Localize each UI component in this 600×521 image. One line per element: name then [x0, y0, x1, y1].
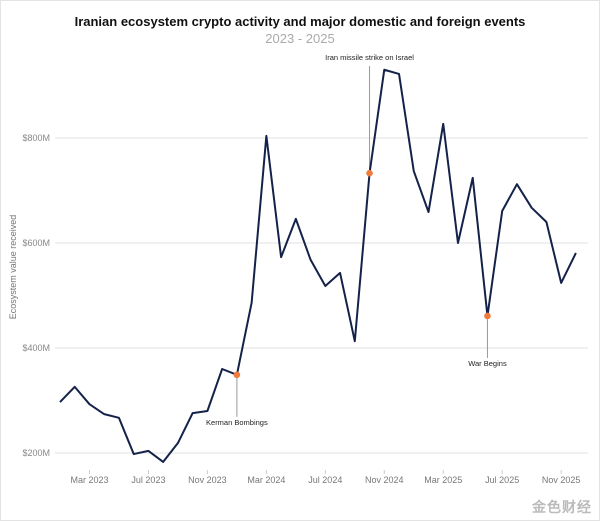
y-tick-label: $400M [22, 343, 50, 353]
y-tick-label: $600M [22, 238, 50, 248]
y-tick-label: $800M [22, 133, 50, 143]
annotation-marker [233, 371, 241, 379]
series-line [59, 68, 577, 463]
annotation-label: Iran missile strike on Israel [325, 53, 414, 62]
x-tick-label: Jul 2024 [308, 475, 342, 485]
annotation-label: War Begins [468, 359, 507, 368]
chart-title: Iranian ecosystem crypto activity and ma… [74, 14, 526, 29]
x-tick-label: Jul 2025 [485, 475, 519, 485]
annotation-marker [366, 169, 373, 177]
x-tick-label: Nov 2023 [188, 475, 227, 485]
x-tick-label: Mar 2023 [70, 475, 108, 485]
chart-subtitle: 2023 - 2025 [265, 31, 335, 46]
annotation-marker [484, 312, 491, 320]
x-tick-label: Mar 2025 [424, 475, 462, 485]
annotation-label: Kerman Bombings [206, 418, 268, 427]
x-tick-label: Mar 2024 [247, 475, 285, 485]
y-tick-label: $200M [22, 448, 50, 458]
x-tick-label: Nov 2024 [365, 475, 404, 485]
watermark-logo: 金色财经 [532, 499, 592, 515]
x-tick-label: Nov 2025 [542, 475, 581, 485]
x-tick-label: Jul 2023 [131, 475, 165, 485]
